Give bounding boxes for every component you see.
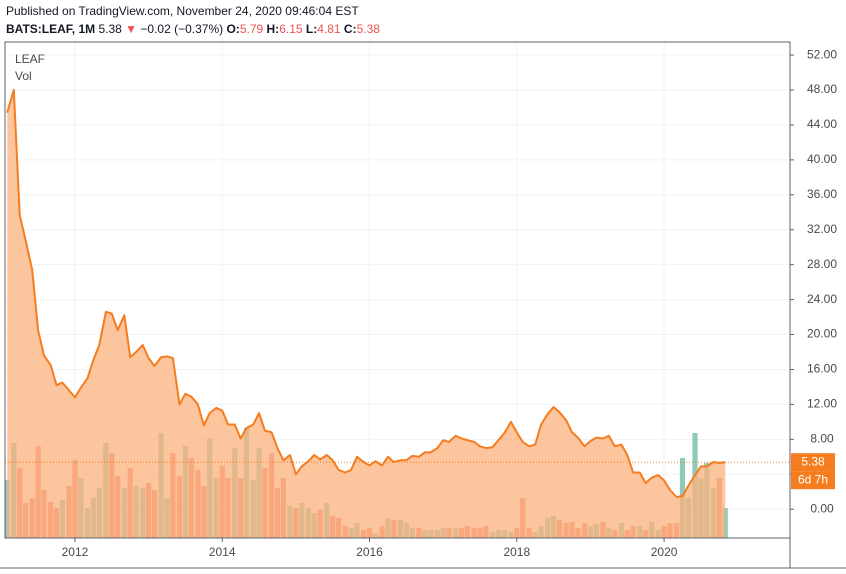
- high-label: H:: [267, 22, 280, 36]
- legend-symbol: LEAF: [15, 52, 45, 66]
- y-tick-label: 16.00: [807, 362, 837, 376]
- x-tick-label: 2012: [62, 545, 89, 559]
- countdown-label: 6d 7h: [798, 472, 828, 486]
- symbol: BATS:LEAF, 1M: [6, 22, 95, 36]
- price-area-fill: [7, 90, 726, 538]
- countdown-box: [791, 471, 835, 490]
- axes: 0.004.008.0012.0016.0020.0024.0028.0032.…: [0, 41, 846, 569]
- y-tick-label: 12.00: [807, 397, 837, 411]
- low: 4.81: [317, 22, 341, 36]
- x-tick-label: 2018: [503, 545, 530, 559]
- y-tick-label: 0.00: [810, 501, 834, 515]
- symbol-line: BATS:LEAF, 1M 5.38 ▼ −0.02 (−0.37%) O:5.…: [6, 22, 380, 36]
- high: 6.15: [279, 22, 303, 36]
- x-tick-label: 2014: [209, 545, 236, 559]
- y-tick-label: 36.00: [807, 187, 837, 201]
- last-price-box: [791, 453, 835, 472]
- x-tick-label: 2016: [356, 545, 383, 559]
- price: 5.38: [98, 22, 122, 36]
- open: 5.79: [240, 22, 264, 36]
- y-tick-label: 32.00: [807, 222, 837, 236]
- last-price-label: 5.38: [801, 454, 825, 468]
- published-note: Published on TradingView.com, November 2…: [6, 4, 359, 18]
- low-label: L:: [306, 22, 317, 36]
- y-tick-label: 8.00: [810, 431, 834, 445]
- y-tick-label: 48.00: [807, 82, 837, 96]
- arrow: ▼: [125, 22, 137, 36]
- x-tick-label: 2020: [651, 545, 678, 559]
- close-label: C:: [344, 22, 357, 36]
- legend-volume: Vol: [15, 69, 32, 83]
- y-tick-label: 52.00: [807, 47, 837, 61]
- open-label: O:: [226, 22, 239, 36]
- price-line: [6, 89, 726, 498]
- y-tick-label: 24.00: [807, 292, 837, 306]
- change: −0.02 (−0.37%): [140, 22, 223, 36]
- plot-frame: [4, 41, 791, 539]
- y-tick-label: 28.00: [807, 257, 837, 271]
- y-tick-label: 20.00: [807, 327, 837, 341]
- y-tick-label: 44.00: [807, 117, 837, 131]
- close: 5.38: [357, 22, 381, 36]
- y-tick-label: 40.00: [807, 152, 837, 166]
- price-area: [6, 89, 726, 538]
